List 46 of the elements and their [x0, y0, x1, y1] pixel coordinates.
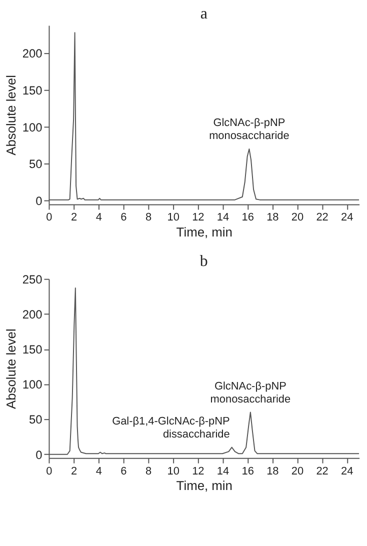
x-tick-label: 18	[266, 212, 279, 224]
x-tick-label: 8	[145, 465, 152, 478]
y-tick-label: 100	[22, 378, 43, 392]
x-tick-label: 0	[46, 212, 52, 224]
annotation: GlcNAc-β-pNP monosaccharide	[210, 380, 291, 406]
y-tick-label: 100	[22, 120, 43, 134]
x-tick-label: 10	[167, 465, 180, 478]
x-tick-label: 12	[192, 465, 204, 478]
x-tick-label: 8	[145, 212, 152, 224]
y-tick-label: 50	[29, 412, 43, 427]
annotation: Gal-β1,4-GlcNAc-β-pNP dissaccharide	[112, 415, 230, 440]
x-tick-label: 16	[242, 465, 254, 478]
x-tick-label: 0	[46, 465, 52, 478]
x-tick-label: 14	[216, 212, 230, 224]
y-tick-label: 150	[22, 342, 43, 357]
y-tick-label: 250	[22, 272, 43, 286]
y-tick-label: 200	[22, 46, 43, 61]
x-tick-label: 2	[71, 465, 78, 478]
y-axis-title: Absolute level	[3, 75, 18, 156]
x-tick-label: 24	[341, 465, 354, 478]
chart-title: b	[200, 252, 208, 270]
x-tick-label: 10	[167, 212, 180, 224]
x-axis-title: Time, min	[176, 478, 232, 494]
x-tick-label: 12	[192, 212, 204, 224]
x-tick-label: 4	[96, 465, 102, 478]
x-tick-label: 18	[266, 465, 279, 478]
x-tick-label: 24	[341, 212, 354, 224]
x-tick-label: 6	[120, 212, 127, 224]
x-tick-label: 16	[242, 212, 254, 224]
x-tick-label: 22	[316, 465, 328, 478]
y-tick-label: 50	[29, 157, 43, 172]
x-tick-label: 20	[291, 212, 304, 224]
y-tick-label: 150	[22, 84, 43, 98]
x-tick-label: 2	[71, 212, 78, 224]
y-tick-label: 0	[36, 194, 43, 208]
y-axis-title: Absolute level	[3, 328, 18, 410]
chart-title: a	[200, 5, 208, 22]
x-axis-title: Time, min	[176, 224, 232, 240]
x-tick-label: 14	[216, 465, 230, 478]
x-tick-label: 22	[316, 212, 328, 224]
x-tick-label: 6	[120, 465, 127, 478]
y-tick-label: 0	[36, 448, 43, 462]
x-tick-label: 20	[291, 465, 304, 478]
y-tick-label: 200	[22, 307, 43, 322]
annotation: GlcNAc-β-pNP monosaccharide	[209, 117, 290, 142]
x-tick-label: 4	[96, 212, 102, 224]
